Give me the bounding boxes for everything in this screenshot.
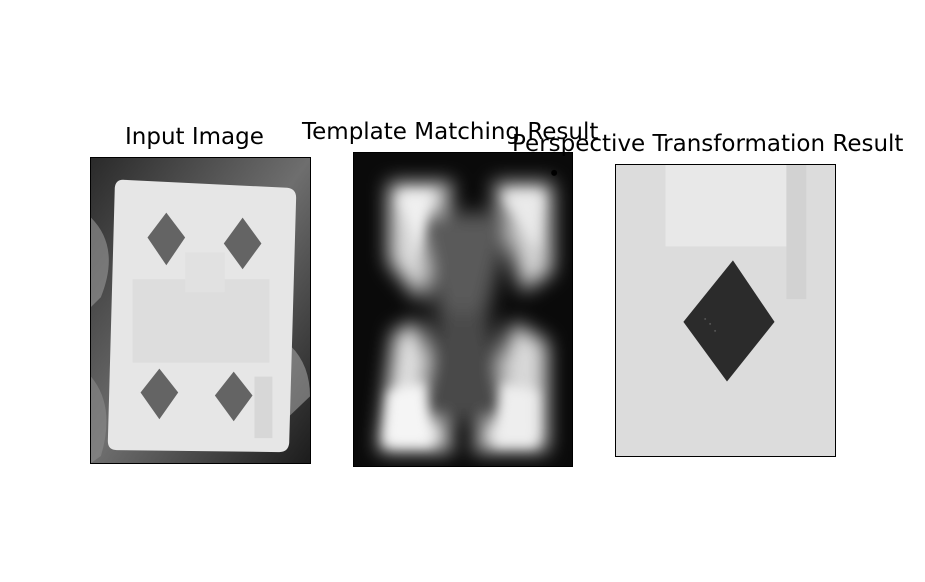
input-image-title: Input Image — [125, 124, 264, 150]
perspective-transformation-title: Perspective Transformation Result — [512, 131, 903, 157]
template-matching-heatmap — [354, 153, 572, 466]
perspective-transformation-image — [616, 165, 835, 456]
perspective-transformation-panel — [615, 164, 836, 457]
playing-card — [108, 180, 296, 452]
template-matching-panel — [353, 152, 573, 467]
input-image — [91, 158, 310, 463]
match-location-marker — [551, 170, 557, 176]
input-image-panel — [90, 157, 311, 464]
